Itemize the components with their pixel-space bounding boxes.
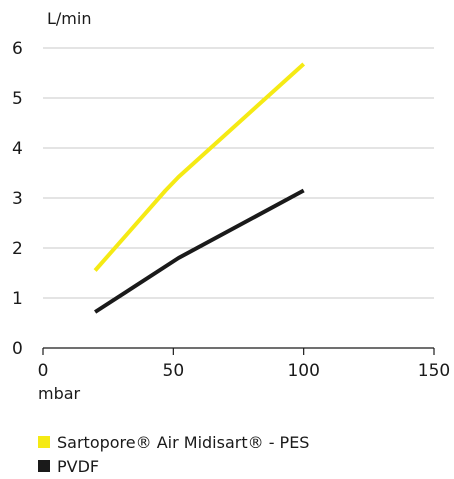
x-tick-label: 100 [287,361,319,381]
y-tick-label: 4 [12,139,23,159]
series-line-1 [94,188,305,314]
x-tick-label: 150 [418,361,450,381]
gridlines [43,47,434,349]
legend-item-pvdf: PVDF [38,454,309,478]
legend-label-pvdf: PVDF [57,456,100,476]
x-tick-label: 50 [163,361,185,381]
legend-label-pes: Sartopore® Air Midisart® - PES [57,432,310,452]
y-tick-label: 0 [12,339,23,359]
x-tick-labels: 0 50 100 150 [38,348,450,381]
line-chart: L/min 0 1 2 3 4 5 6 0 50 100 150 mbar [12,9,450,403]
legend: Sartopore® Air Midisart® - PES PVDF [38,430,309,478]
x-tick-label: 0 [38,361,49,381]
legend-swatch-pes [38,436,50,448]
y-tick-label: 3 [12,189,23,209]
legend-item-pes: Sartopore® Air Midisart® - PES [38,430,309,454]
y-tick-label: 6 [12,39,23,59]
series-lines [93,62,306,314]
y-tick-label: 1 [12,289,23,309]
legend-swatch-pvdf [38,460,50,472]
y-tick-label: 2 [12,239,23,259]
series-line-0 [93,62,306,272]
y-tick-label: 5 [12,89,23,109]
y-axis-label: L/min [47,9,91,28]
y-tick-labels: 0 1 2 3 4 5 6 [12,39,23,359]
x-axis-label: mbar [38,384,81,403]
